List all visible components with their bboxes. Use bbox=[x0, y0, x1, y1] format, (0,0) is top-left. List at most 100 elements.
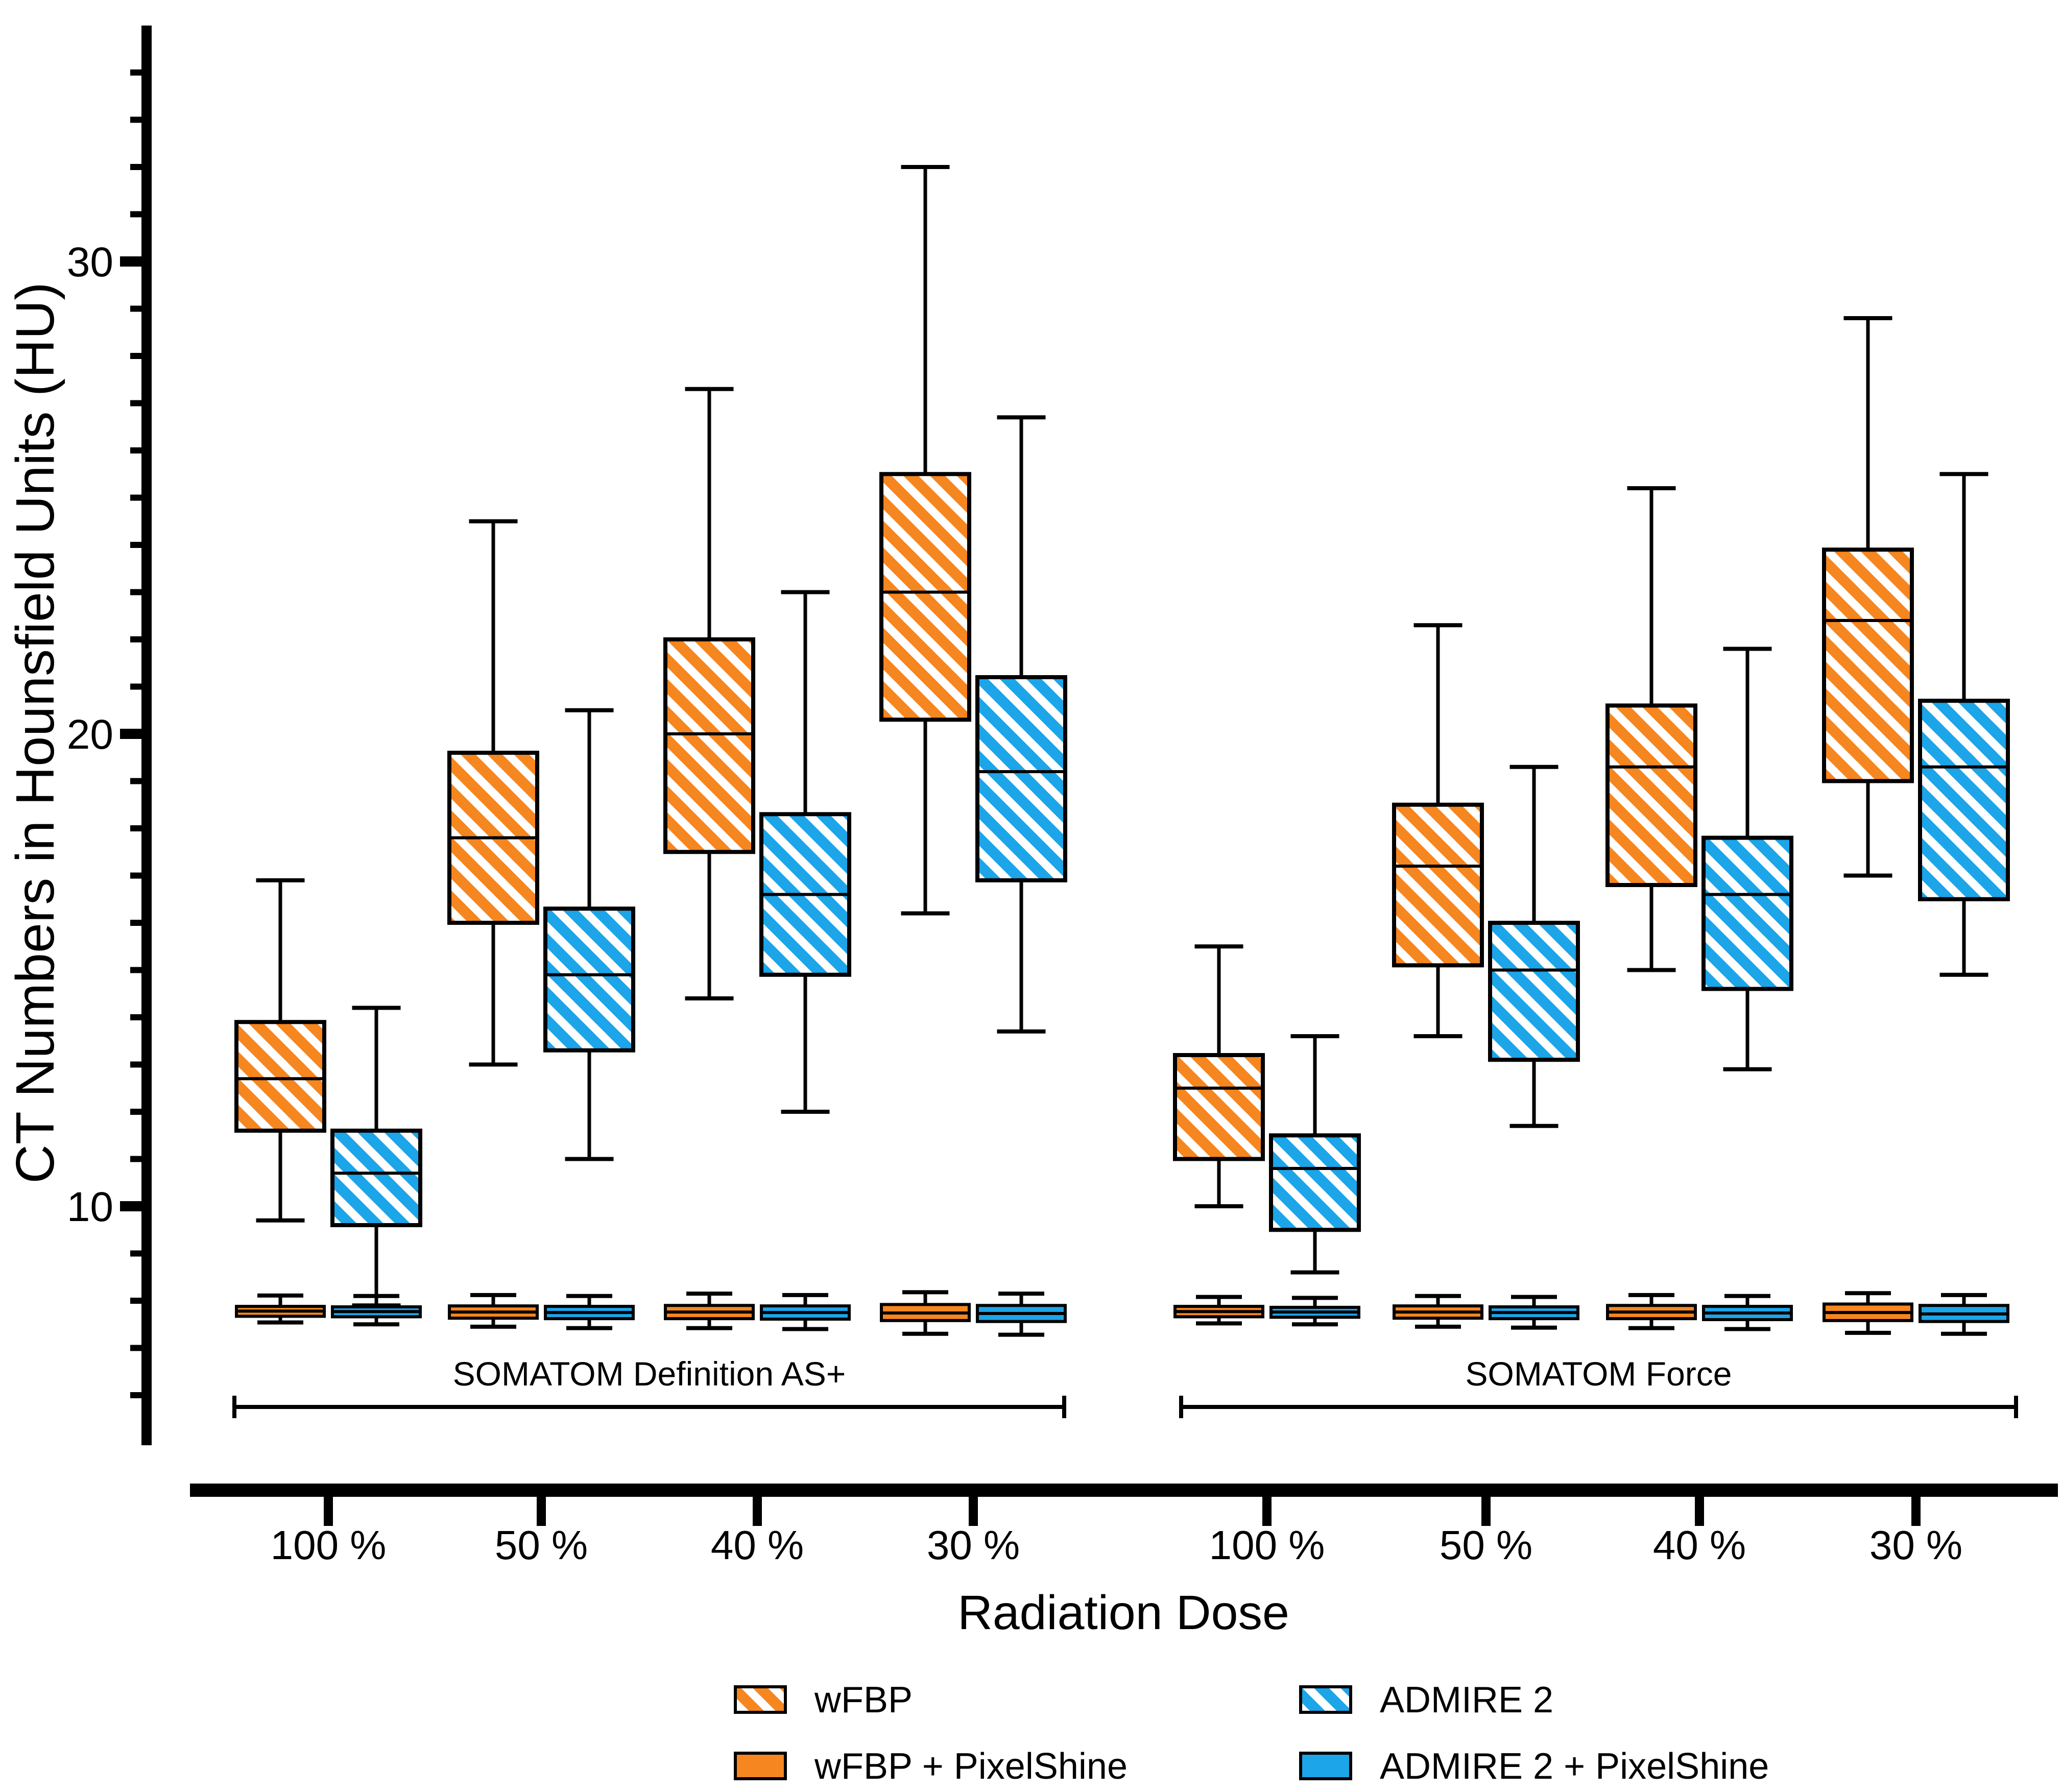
box-median bbox=[1920, 765, 2008, 769]
whisker-line-low bbox=[278, 1316, 282, 1323]
whisker-cap-high bbox=[353, 1294, 399, 1298]
legend-label-wfbp_ps: wFBP + PixelShine bbox=[814, 1746, 1128, 1787]
whisker-line-low bbox=[1962, 899, 1966, 975]
box-admire2-ps-0-2 bbox=[760, 1293, 851, 1331]
group-bracket-cap bbox=[1179, 1396, 1183, 1418]
box-wfbp-ps-1-3 bbox=[1823, 1291, 1913, 1335]
box-iqr bbox=[663, 637, 755, 854]
box-iqr bbox=[330, 1129, 422, 1227]
whisker-cap-high bbox=[1292, 1296, 1338, 1300]
x-dose-label: 30 % bbox=[927, 1522, 1020, 1568]
y-minor-tick bbox=[130, 872, 141, 879]
whisker-cap-high bbox=[1415, 1294, 1461, 1298]
group-bracket-cap bbox=[1062, 1396, 1066, 1418]
y-minor-tick bbox=[130, 825, 141, 831]
box-median bbox=[665, 1310, 753, 1314]
box-iqr bbox=[1918, 699, 2010, 901]
box-median bbox=[1175, 1310, 1263, 1313]
whisker-line-low bbox=[1962, 1321, 1966, 1334]
whisker-cap-low bbox=[1292, 1322, 1338, 1327]
legend-swatch-admire2 bbox=[1299, 1685, 1352, 1714]
box-median bbox=[545, 973, 633, 976]
whisker-line-low bbox=[1649, 1319, 1653, 1328]
box-admire2-ps-0-0 bbox=[331, 1294, 422, 1327]
whisker-cap-low bbox=[1939, 972, 1988, 977]
x-dose-label: 100 % bbox=[271, 1522, 387, 1568]
whisker-cap-high bbox=[1845, 1291, 1891, 1296]
box-median bbox=[1175, 1086, 1263, 1090]
whisker-cap-high bbox=[1627, 486, 1676, 490]
whisker-cap-low bbox=[1724, 1327, 1770, 1331]
whisker-cap-high bbox=[685, 387, 734, 391]
whisker-line-high bbox=[1019, 417, 1023, 677]
box-median bbox=[332, 1172, 420, 1175]
whisker-line-low bbox=[1745, 1320, 1749, 1329]
box-median bbox=[1608, 1310, 1695, 1314]
box-admire2-0-3 bbox=[975, 415, 1067, 1034]
y-minor-tick bbox=[130, 1109, 141, 1115]
whisker-cap-low bbox=[902, 1331, 948, 1336]
whisker-line-low bbox=[278, 1131, 282, 1221]
box-admire2-1-3 bbox=[1918, 472, 2010, 977]
whisker-line-low bbox=[1217, 1317, 1221, 1324]
box-iqr bbox=[1488, 921, 1580, 1062]
box-admire2-0-1 bbox=[543, 708, 635, 1161]
whisker-line-low bbox=[1313, 1230, 1317, 1273]
whisker-line-high bbox=[803, 592, 807, 815]
whisker-line-high bbox=[1649, 1295, 1653, 1306]
box-median bbox=[332, 1310, 420, 1313]
box-iqr bbox=[234, 1020, 326, 1133]
group-label: SOMATOM Definition AS+ bbox=[453, 1355, 846, 1393]
box-iqr bbox=[1605, 703, 1697, 887]
whisker-cap-low bbox=[782, 1327, 828, 1331]
box-median bbox=[977, 1311, 1065, 1315]
whisker-cap-low bbox=[998, 1332, 1044, 1337]
whisker-cap-high bbox=[566, 1294, 612, 1298]
whisker-line-high bbox=[374, 1296, 378, 1307]
y-minor-tick bbox=[130, 164, 141, 170]
whisker-cap-high bbox=[470, 1293, 516, 1297]
group-bracket-cap bbox=[2014, 1396, 2018, 1418]
whisker-line-low bbox=[1532, 1319, 1536, 1328]
group-bracket bbox=[234, 1405, 1064, 1409]
whisker-cap-low bbox=[1845, 1330, 1891, 1335]
y-minor-tick bbox=[130, 1345, 141, 1351]
whisker-cap-high bbox=[782, 1293, 828, 1297]
whisker-cap-low bbox=[1627, 968, 1676, 972]
box-wfbp-ps-0-3 bbox=[880, 1290, 971, 1336]
whisker-line-high bbox=[1436, 1296, 1440, 1306]
box-median bbox=[236, 1077, 324, 1081]
whisker-cap-low bbox=[1628, 1326, 1674, 1330]
whisker-cap-low bbox=[566, 1326, 612, 1330]
y-major-tick bbox=[120, 1201, 141, 1211]
box-median bbox=[545, 1311, 633, 1315]
whisker-cap-high bbox=[256, 878, 305, 882]
whisker-line-high bbox=[923, 1292, 927, 1305]
whisker-line-high bbox=[1217, 946, 1221, 1055]
whisker-line-high bbox=[1313, 1036, 1317, 1136]
whisker-cap-low bbox=[1941, 1331, 1987, 1336]
whisker-line-high bbox=[1532, 767, 1536, 923]
whisker-cap-low bbox=[1511, 1325, 1557, 1330]
box-wfbp-ps-1-0 bbox=[1173, 1295, 1264, 1326]
box-wfbp-1-3 bbox=[1822, 316, 1914, 878]
box-wfbp-ps-0-0 bbox=[235, 1293, 326, 1325]
whisker-cap-high bbox=[1196, 1295, 1242, 1299]
whisker-cap-low bbox=[1843, 873, 1892, 878]
whisker-cap-high bbox=[352, 1006, 401, 1010]
whisker-cap-low bbox=[565, 1157, 614, 1161]
whisker-cap-low bbox=[256, 1218, 305, 1223]
x-dose-tick bbox=[1911, 1497, 1921, 1526]
whisker-line-low bbox=[1866, 781, 1870, 876]
whisker-line-high bbox=[374, 1008, 378, 1131]
whisker-cap-high bbox=[1723, 647, 1772, 651]
whisker-cap-high bbox=[997, 415, 1046, 420]
whisker-line-high bbox=[587, 1296, 591, 1307]
box-median bbox=[881, 1311, 969, 1315]
box-median bbox=[1490, 968, 1578, 972]
legend-swatch-wfbp bbox=[734, 1685, 787, 1714]
box-median bbox=[1704, 1311, 1791, 1315]
whisker-line-high bbox=[1019, 1294, 1023, 1306]
whisker-cap-low bbox=[1415, 1324, 1461, 1329]
